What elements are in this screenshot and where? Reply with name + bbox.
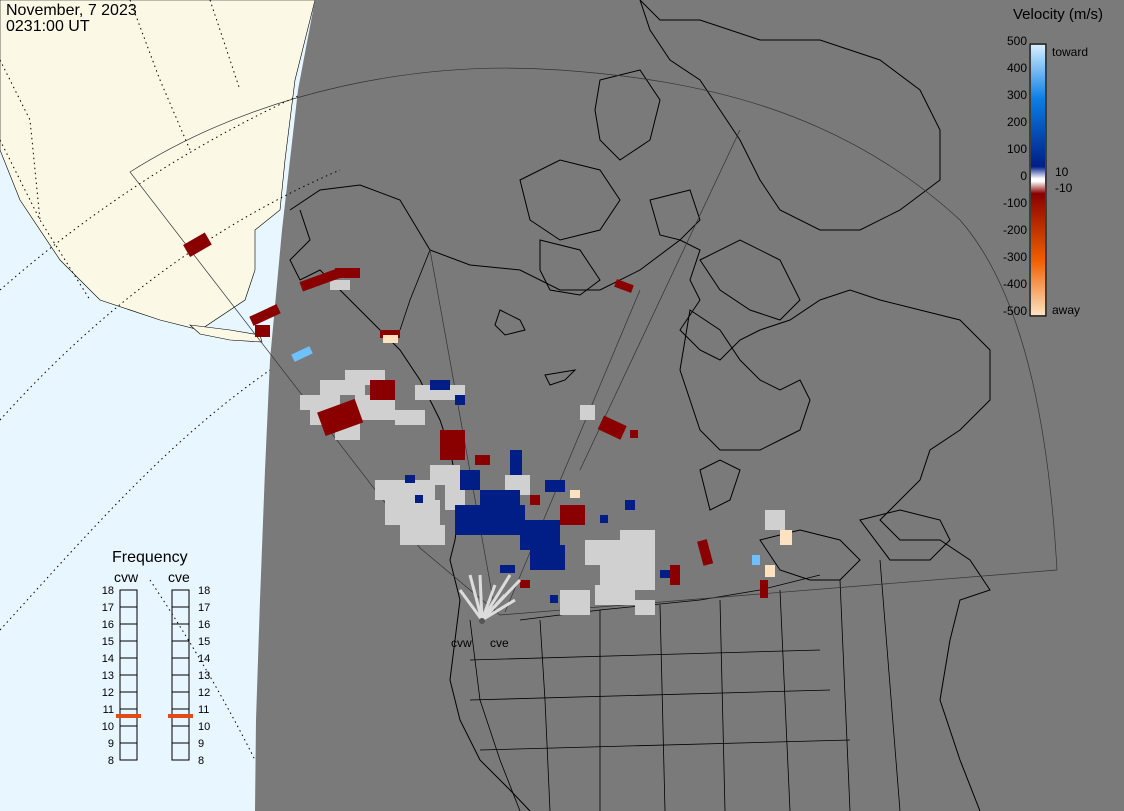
- tick-minus100: -100: [1002, 196, 1027, 210]
- tick-200: 200: [1006, 115, 1027, 129]
- land-day-alaska: [0, 0, 316, 331]
- tick-0: 0: [1020, 169, 1027, 183]
- station-beams: [458, 574, 522, 622]
- frequency-tick-right: 11: [198, 704, 210, 716]
- tick-minus500: -500: [1002, 304, 1027, 318]
- tick-400: 400: [1006, 61, 1027, 75]
- toward-light-cells: [291, 346, 760, 565]
- velocity-legend-title: Velocity (m/s): [1013, 6, 1104, 23]
- frequency-tick-left: 14: [101, 653, 114, 665]
- cve-frequency-marker: [168, 714, 193, 718]
- away-label: away: [1052, 303, 1081, 317]
- frequency-tick-left: 10: [101, 721, 114, 733]
- frequency-tick-right: 8: [198, 755, 205, 767]
- frequency-boxes: [119, 589, 190, 761]
- time-label: 0231:00 UT: [6, 18, 90, 35]
- frequency-tick-right: 14: [198, 653, 211, 665]
- frequency-tick-left: 15: [101, 636, 114, 648]
- tick-300: 300: [1006, 88, 1027, 102]
- frequency-tick-right: 17: [198, 602, 211, 614]
- tick-minus400: -400: [1002, 277, 1027, 291]
- frequency-tick-right: 10: [198, 721, 211, 733]
- frequency-tick-left: 13: [101, 670, 114, 682]
- frequency-tick-right: 16: [198, 619, 211, 631]
- frequency-tick-left: 18: [101, 585, 114, 597]
- frequency-tick-left: 11: [102, 704, 114, 716]
- tick-100: 100: [1006, 142, 1027, 156]
- frequency-tick-left: 8: [107, 755, 114, 767]
- ground-scatter-cells: [300, 280, 785, 615]
- frequency-tick-left: 9: [107, 738, 114, 750]
- toward-cells: [405, 380, 670, 603]
- away-cells: [183, 232, 768, 598]
- station-label-cve: cve: [490, 636, 509, 650]
- station-site: [479, 618, 485, 624]
- frequency-tick-right: 15: [198, 636, 211, 648]
- frequency-tick-right: 13: [198, 670, 211, 682]
- frequency-tick-right: 18: [198, 585, 211, 597]
- tick-minus10: -10: [1055, 181, 1073, 195]
- station-label-cvw: cvw: [451, 636, 472, 650]
- tick-plus10: 10: [1055, 165, 1069, 179]
- cvw-frequency-marker: [116, 714, 141, 718]
- date-label: November, 7 2023: [6, 2, 137, 19]
- frequency-column-cve: cve: [168, 569, 190, 585]
- frequency-column-cvw: cvw: [114, 569, 139, 585]
- velocity-colorbar: [1029, 43, 1047, 317]
- frequency-tick-right: 12: [198, 687, 211, 699]
- frequency-tick-right: 9: [198, 738, 205, 750]
- frequency-tick-left: 17: [101, 602, 114, 614]
- tick-500: 500: [1006, 34, 1027, 48]
- frequency-tick-left: 12: [101, 687, 114, 699]
- coastlines: [289, 0, 991, 811]
- toward-label: toward: [1052, 45, 1089, 59]
- tick-minus300: -300: [1002, 250, 1027, 264]
- tick-minus200: -200: [1002, 223, 1027, 237]
- frequency-tick-left: 16: [101, 619, 114, 631]
- land-day-peninsula: [189, 324, 263, 343]
- away-light-cells: [383, 335, 792, 577]
- graticule-day: [0, 0, 341, 761]
- frequency-title: Frequency: [112, 549, 188, 566]
